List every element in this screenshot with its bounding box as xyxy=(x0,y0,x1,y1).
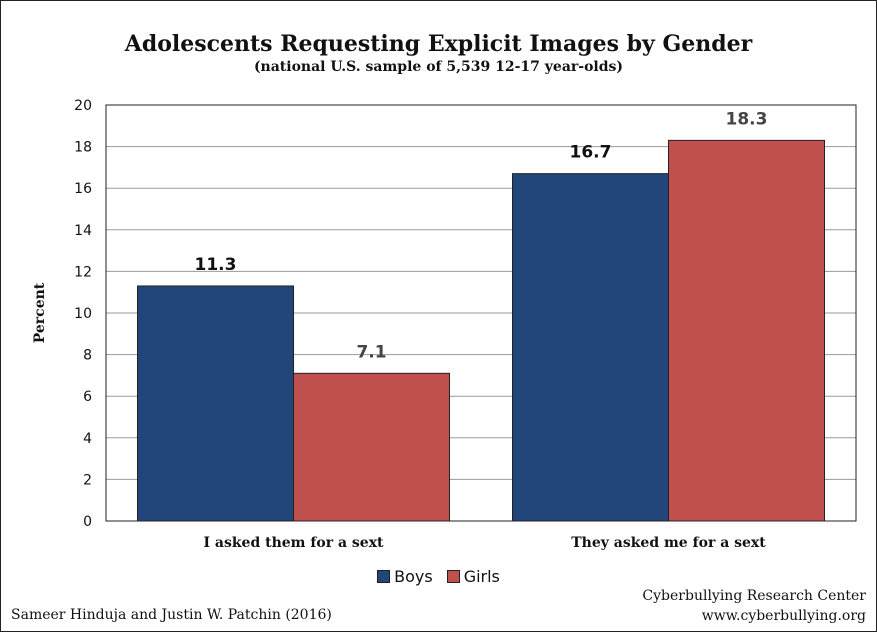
chart-title: Adolescents Requesting Explicit Images b… xyxy=(124,31,753,57)
category-label: I asked them for a sext xyxy=(203,535,384,551)
data-label: 7.1 xyxy=(356,342,386,362)
chart-subtitle: (national U.S. sample of 5,539 12-17 yea… xyxy=(253,59,624,75)
bar-boys-1 xyxy=(137,285,294,522)
legend-swatch-girls xyxy=(446,570,460,583)
bar-boys-2 xyxy=(512,173,669,522)
data-label: 18.3 xyxy=(726,109,768,129)
y-tick-label: 6 xyxy=(83,389,92,405)
y-tick-label: 10 xyxy=(74,306,92,322)
legend-label-boys: Boys xyxy=(394,567,433,586)
bar-girls-2 xyxy=(668,139,825,522)
y-tick-label: 2 xyxy=(83,472,92,488)
author-credit: Sameer Hinduja and Justin W. Patchin (20… xyxy=(11,607,332,623)
organization-name: Cyberbullying Research Center xyxy=(642,588,866,604)
legend: Boys Girls xyxy=(1,567,876,586)
y-tick-label: 18 xyxy=(74,140,92,156)
data-label: 11.3 xyxy=(195,255,237,275)
category-label: They asked me for a sext xyxy=(571,535,766,551)
bar-girls-1 xyxy=(293,372,450,522)
y-tick-label: 4 xyxy=(83,431,92,447)
data-label: 16.7 xyxy=(570,143,612,163)
y-tick-label: 16 xyxy=(74,181,92,197)
plot-area xyxy=(105,104,857,522)
organization-website: www.cyberbullying.org xyxy=(701,608,866,624)
legend-item-girls: Girls xyxy=(446,567,500,586)
legend-item-boys: Boys xyxy=(377,567,433,586)
legend-label-girls: Girls xyxy=(463,567,500,586)
y-tick-label: 20 xyxy=(74,98,92,114)
organization-credit: Cyberbullying Research Center www.cyberb… xyxy=(642,586,866,626)
legend-swatch-boys xyxy=(377,570,391,583)
y-tick-label: 12 xyxy=(74,264,92,280)
y-tick-label: 0 xyxy=(83,514,92,530)
y-axis-label: Percent xyxy=(32,282,48,343)
y-tick-label: 8 xyxy=(83,348,92,364)
y-tick-label: 14 xyxy=(74,223,92,239)
